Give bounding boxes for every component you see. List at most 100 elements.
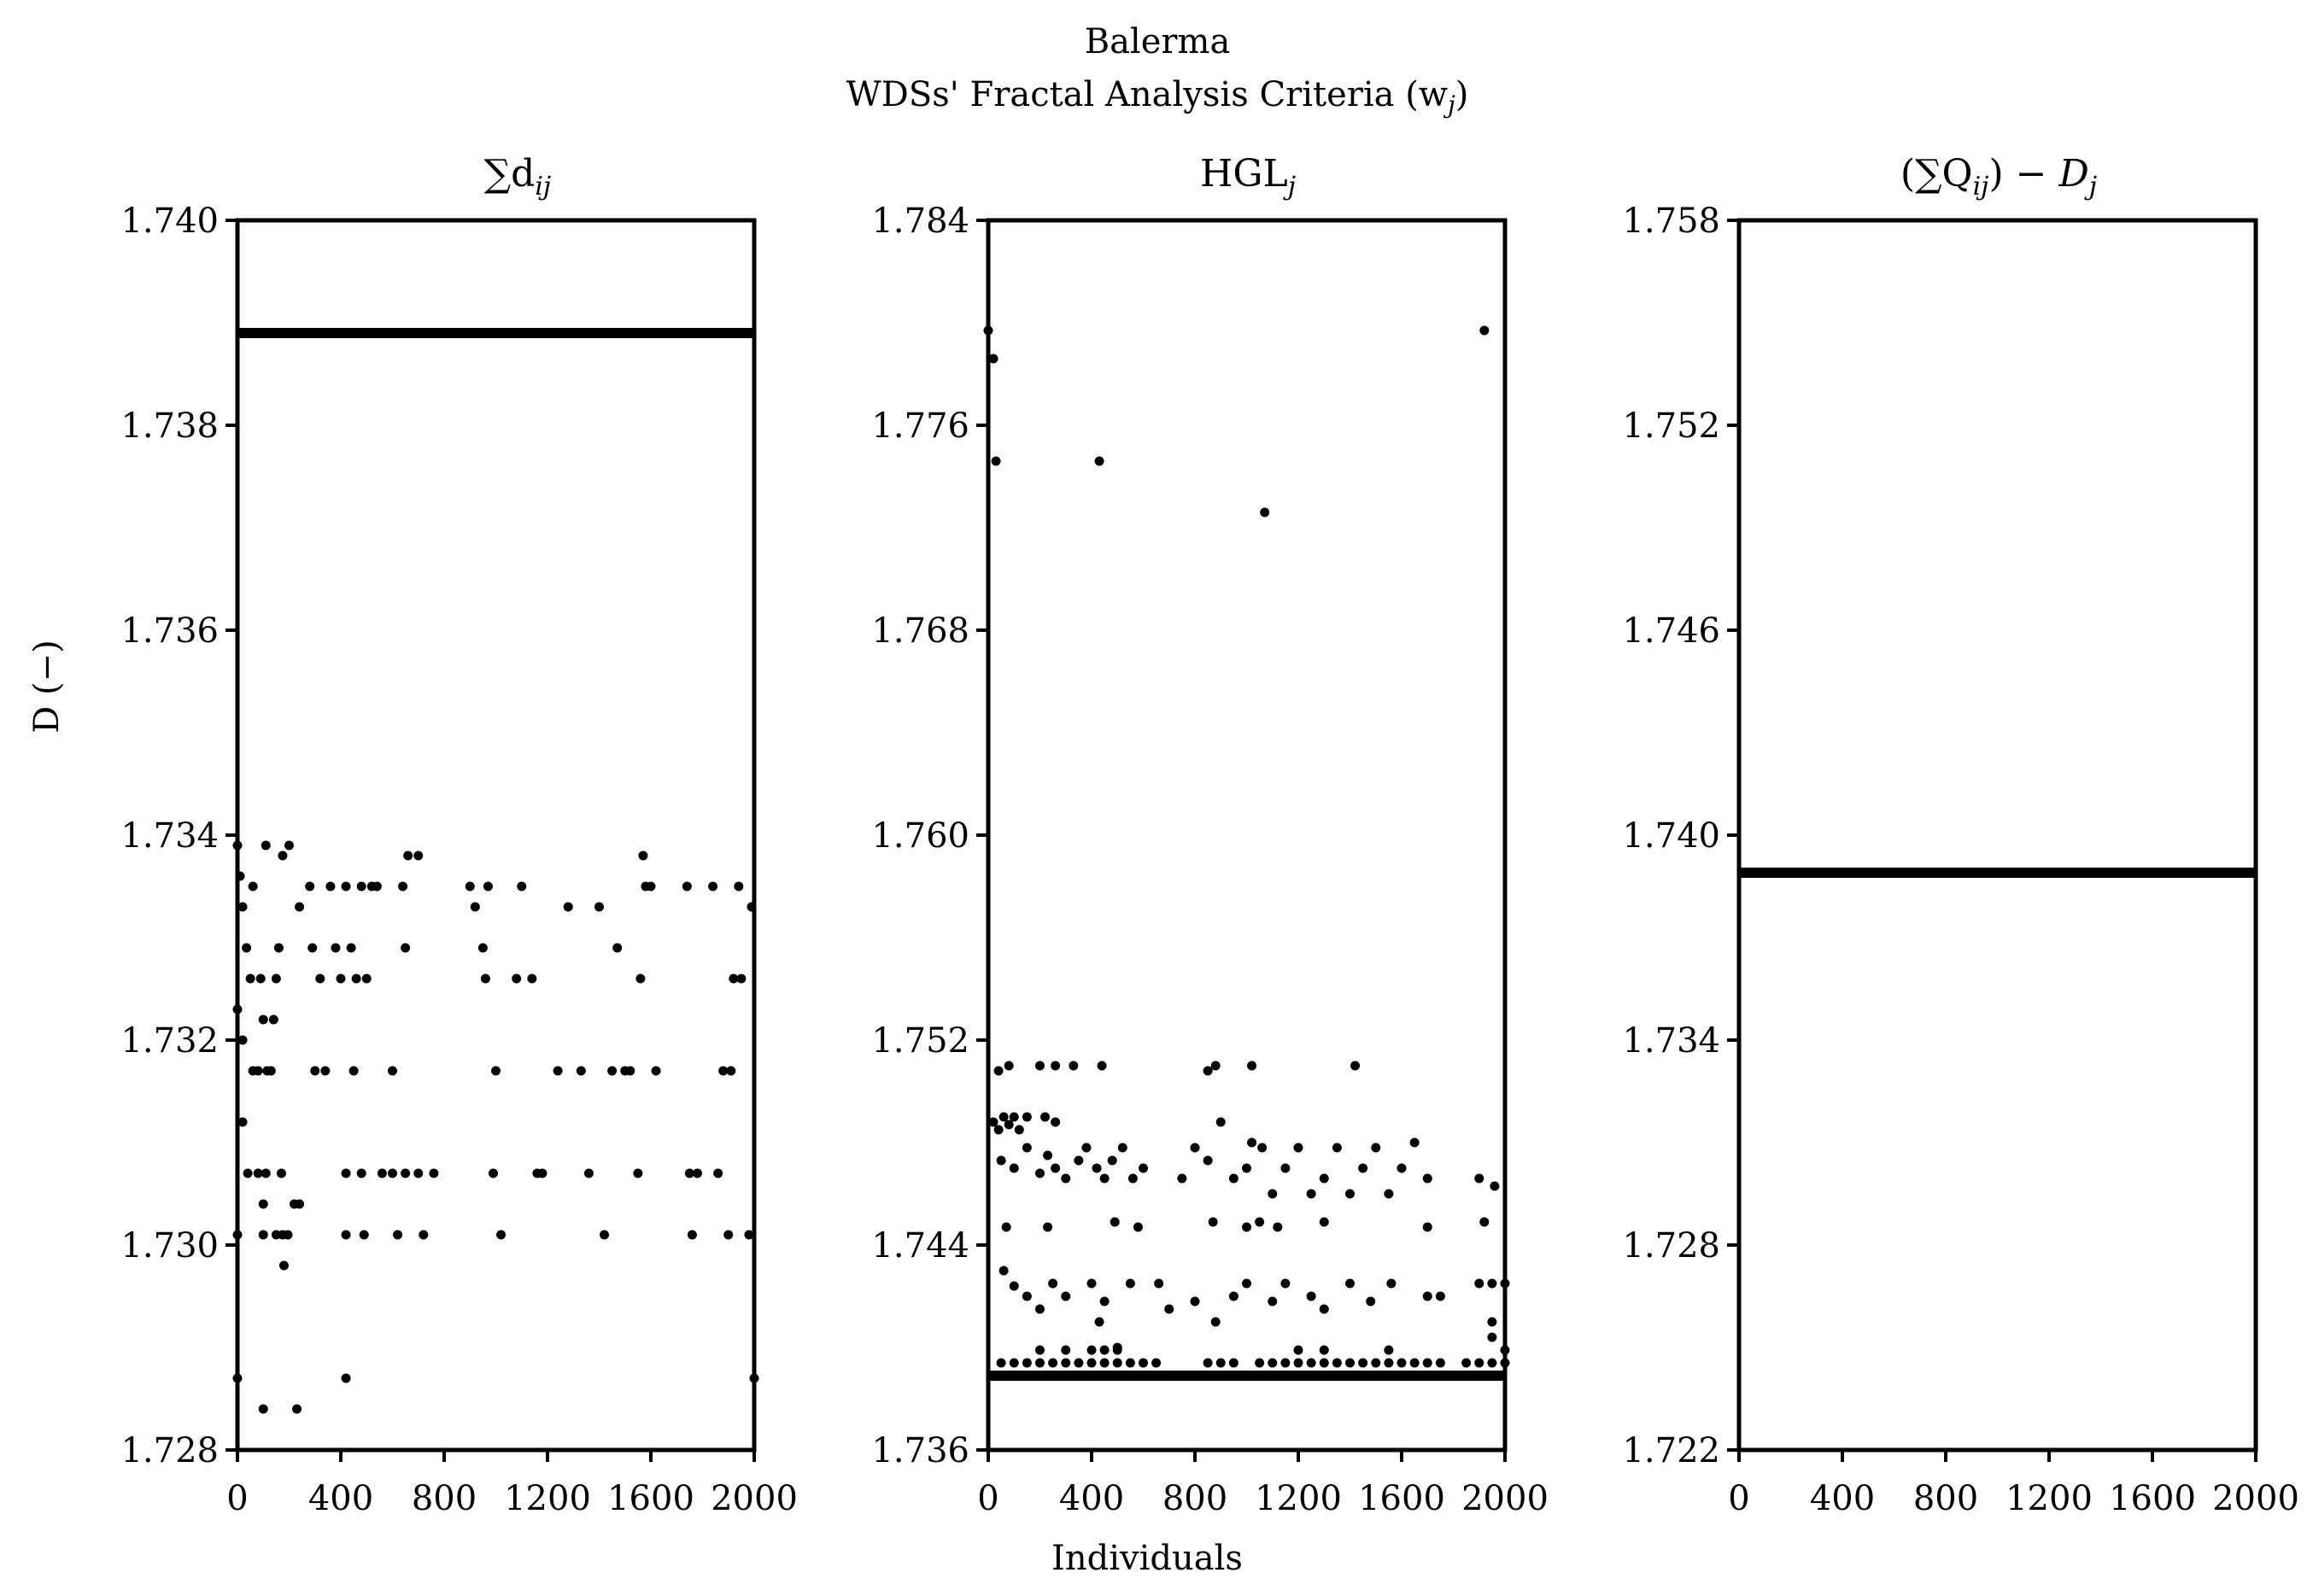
scatter-point xyxy=(1306,1291,1316,1301)
scatter-point xyxy=(258,1199,268,1209)
scatter-point xyxy=(993,1066,1004,1076)
scatter-point xyxy=(1190,1143,1200,1153)
y-tick-label: 1.784 xyxy=(871,202,969,241)
scatter-point xyxy=(295,1199,305,1209)
scatter-point xyxy=(583,1168,594,1178)
scatter-point xyxy=(1043,1222,1053,1232)
scatter-point xyxy=(692,1168,702,1178)
scatter-point xyxy=(496,1230,507,1240)
scatter-point xyxy=(488,1168,498,1178)
scatter-point xyxy=(1097,1061,1107,1071)
scatter-point xyxy=(465,881,475,892)
scatter-point xyxy=(1139,1358,1148,1368)
scatter-point xyxy=(1397,1163,1407,1173)
y-tick-label: 1.746 xyxy=(1622,611,1720,651)
scatter-point xyxy=(1435,1291,1445,1301)
scatter-point xyxy=(273,943,284,953)
scatter-point xyxy=(419,1230,429,1240)
scatter-point xyxy=(1358,1358,1368,1368)
scatter-point xyxy=(1099,1358,1110,1368)
scatter-point xyxy=(1074,1155,1084,1166)
scatter-point xyxy=(1022,1358,1032,1368)
scatter-point xyxy=(1094,1317,1104,1327)
scatter-point xyxy=(1474,1358,1484,1368)
scatter-point xyxy=(403,851,413,861)
scatter-point xyxy=(1409,1137,1420,1148)
panel-title-sum-qij-post: ) − xyxy=(1988,152,2058,196)
scatter-point xyxy=(258,1230,268,1240)
scatter-point xyxy=(1479,1217,1490,1227)
scatter-point xyxy=(708,881,718,892)
scatter-point xyxy=(1004,1061,1014,1071)
scatter-point xyxy=(744,1230,754,1240)
scatter-point xyxy=(1384,1358,1394,1368)
y-tick-label: 1.730 xyxy=(120,1226,219,1266)
scatter-point xyxy=(1203,1066,1213,1076)
scatter-point xyxy=(243,1168,253,1178)
figure-subtitle: WDSs' Fractal Analysis Criteria (wj) xyxy=(846,75,1469,119)
scatter-point xyxy=(253,1168,263,1178)
scatter-point xyxy=(1247,1137,1257,1148)
scatter-point xyxy=(470,902,480,912)
scatter-point xyxy=(271,1230,281,1240)
scatter-point xyxy=(295,902,305,912)
x-tick-label: 800 xyxy=(412,1479,477,1518)
scatter-point xyxy=(1139,1163,1148,1173)
scatter-point xyxy=(1273,1222,1283,1232)
scatter-point xyxy=(1208,1217,1218,1227)
scatter-point xyxy=(1384,1345,1394,1355)
scatter-point xyxy=(1306,1358,1316,1368)
scatter-point xyxy=(553,1066,563,1076)
scatter-point xyxy=(1210,1061,1221,1071)
scatter-point xyxy=(1051,1117,1061,1127)
scatter-point xyxy=(1280,1278,1291,1289)
x-tick-label: 1600 xyxy=(2109,1479,2196,1518)
scatter-point xyxy=(1422,1358,1432,1368)
scatter-point xyxy=(1099,1173,1110,1184)
scatter-point xyxy=(537,1168,548,1178)
y-tick-label: 1.732 xyxy=(120,1021,219,1061)
scatter-point xyxy=(307,943,318,953)
scatter-point xyxy=(651,1066,661,1076)
scatter-point xyxy=(988,1117,998,1127)
panel-title-sum-qij-sub: ij xyxy=(1973,172,1989,202)
scatter-point xyxy=(1009,1281,1019,1291)
scatter-point xyxy=(635,973,646,984)
scatter-point xyxy=(1035,1168,1045,1178)
scatter-point xyxy=(1081,1143,1092,1153)
scatter-point xyxy=(633,1168,643,1178)
scatter-point xyxy=(255,973,266,984)
scatter-point xyxy=(377,1168,387,1178)
figure-title: Balerma xyxy=(1085,22,1231,61)
scatter-point xyxy=(718,1066,729,1076)
scatter-point xyxy=(1350,1061,1361,1071)
scatter-point xyxy=(1255,1358,1265,1368)
scatter-point xyxy=(1435,1358,1445,1368)
y-tick-label: 1.734 xyxy=(1622,1021,1720,1061)
scatter-point xyxy=(996,1358,1006,1368)
scatter-point xyxy=(1092,1163,1102,1173)
scatter-point xyxy=(1112,1345,1122,1355)
scatter-point xyxy=(729,973,739,984)
scatter-point xyxy=(1117,1143,1127,1153)
y-tick-label: 1.752 xyxy=(871,1021,969,1061)
scatter-point xyxy=(1280,1358,1291,1368)
y-tick-label: 1.728 xyxy=(120,1431,219,1470)
scatter-point xyxy=(1022,1291,1032,1301)
scatter-point xyxy=(1386,1278,1397,1289)
x-tick-label: 400 xyxy=(1059,1479,1124,1518)
scatter-point xyxy=(305,881,315,892)
scatter-point xyxy=(576,1066,586,1076)
scatter-point xyxy=(356,1168,366,1178)
x-tick-label: 2000 xyxy=(1461,1479,1549,1518)
scatter-point xyxy=(266,1066,276,1076)
panel-title-sum-qij: (∑Qij) − Dj xyxy=(1900,152,2097,202)
scatter-point xyxy=(491,1066,501,1076)
scatter-point xyxy=(512,973,522,984)
scatter-point xyxy=(253,1066,263,1076)
y-tick-label: 1.758 xyxy=(1622,202,1720,241)
x-tick-label: 1200 xyxy=(2006,1479,2093,1518)
scatter-point xyxy=(1332,1358,1342,1368)
scatter-point xyxy=(331,943,341,953)
y-axis-label: D (−) xyxy=(27,640,67,734)
